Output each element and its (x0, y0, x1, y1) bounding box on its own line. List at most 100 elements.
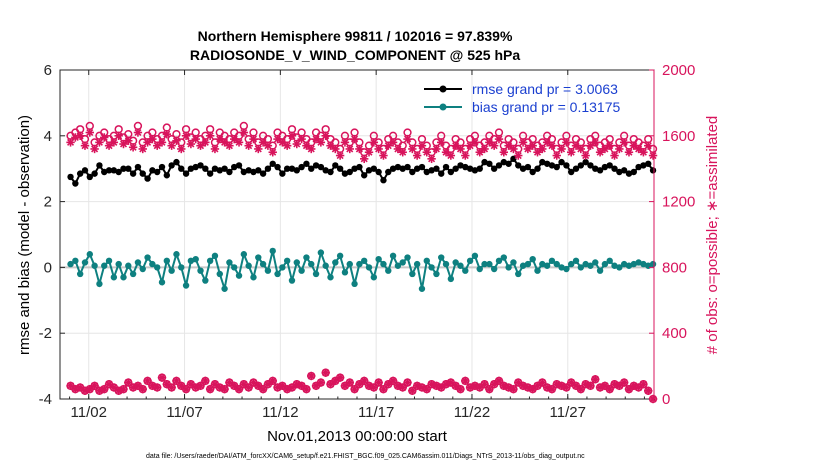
bias-point (158, 279, 166, 286)
obs-assimilated-point (619, 138, 629, 147)
asterisk-stroke (413, 382, 421, 390)
rmse-point (86, 173, 93, 181)
asterisk-stroke (134, 382, 142, 390)
rmse-point (298, 163, 305, 171)
asterisk-stroke (331, 377, 339, 385)
rmse-point (375, 168, 382, 176)
obs-assimilated-point (441, 379, 451, 389)
obs-assimilated-point (591, 138, 600, 147)
bias-point (380, 260, 387, 268)
obs-assimilated-point (591, 375, 600, 384)
bias-point (192, 255, 199, 263)
asterisk-stroke (254, 382, 262, 390)
rmse-point (226, 168, 233, 176)
rmse-point (548, 162, 556, 169)
obs-assimilated-point (359, 154, 369, 164)
obs-assimilated-point (644, 141, 653, 150)
asterisk-stroke (216, 135, 224, 143)
x-tick-label: 11/22 (454, 404, 490, 421)
asterisk-stroke (384, 142, 392, 150)
obs-assimilated-point (316, 138, 326, 147)
bias-point (202, 277, 209, 284)
y-tick-label-left: 0 (44, 259, 52, 276)
obs-assimilated-point (321, 368, 330, 377)
obs-assimilated-point (398, 148, 407, 157)
obs-assimilated-point (648, 151, 658, 160)
obs-assimilated-point (244, 383, 253, 392)
asterisk-stroke (384, 380, 392, 388)
asterisk-stroke (509, 145, 517, 153)
asterisk-stroke (620, 379, 628, 387)
obs-assimilated-point (244, 141, 253, 150)
asterisk-stroke (326, 380, 335, 388)
rmse-point (553, 163, 560, 171)
obs-assimilated-point (234, 138, 244, 147)
obs-assimilated-point (254, 144, 263, 154)
rmse-point (630, 168, 637, 176)
asterisk-stroke (341, 138, 349, 146)
rmse-point (153, 168, 161, 176)
asterisk-stroke (370, 138, 378, 146)
asterisk-stroke (317, 379, 325, 387)
rmse-point (356, 163, 363, 171)
rmse-point (539, 158, 546, 166)
asterisk-stroke (264, 380, 272, 388)
asterisk-stroke (490, 142, 498, 150)
rmse-point (370, 165, 378, 172)
rmse-point (380, 177, 387, 184)
asterisk-stroke (351, 135, 359, 143)
obs-assimilated-point (133, 381, 143, 391)
rmse-point (568, 168, 575, 176)
obs-assimilated-point (639, 148, 648, 157)
asterisk-stroke (293, 380, 301, 388)
bias-point (274, 270, 281, 278)
rmse-point (67, 173, 74, 181)
bias-point (231, 264, 238, 271)
obs-assimilated-point (80, 141, 90, 150)
asterisk-stroke (456, 385, 465, 393)
rmse-point (72, 180, 79, 187)
obs-assimilated-point (398, 383, 407, 392)
obs-assimilated-point (225, 141, 234, 150)
rmse-point (515, 162, 522, 169)
obs-assimilated-point (239, 379, 249, 389)
bias-point (505, 264, 512, 271)
asterisk-stroke (558, 145, 566, 153)
asterisk-stroke (601, 145, 609, 153)
bias-point (394, 262, 402, 269)
obs-assimilated-point (326, 379, 335, 389)
asterisk-stroke (269, 377, 277, 385)
obs-assimilated-point (104, 379, 114, 389)
obs-assimilated-point (215, 383, 224, 392)
bias-point (303, 254, 310, 261)
asterisk-stroke (240, 380, 248, 388)
asterisk-stroke (139, 145, 147, 153)
bias-point (471, 252, 479, 260)
bias-point (616, 264, 623, 271)
obs-assimilated-point (567, 148, 576, 157)
rmse-point (616, 168, 623, 176)
rmse-point (144, 175, 151, 182)
series-1 (67, 247, 657, 292)
bias-point (211, 252, 219, 260)
obs-assimilated-point (610, 151, 619, 160)
bias-point (515, 270, 522, 278)
asterisk-stroke (519, 138, 527, 146)
rmse-point (101, 168, 108, 176)
obs-assimilated-point (278, 138, 287, 147)
asterisk-stroke (524, 145, 532, 153)
obs-assimilated-point (639, 379, 648, 389)
asterisk-stroke (201, 138, 209, 146)
asterisk-stroke (355, 145, 363, 153)
asterisk-stroke (76, 132, 84, 140)
obs-possible-point (321, 125, 330, 134)
asterisk-stroke (577, 145, 585, 153)
rmse-point (596, 167, 604, 174)
obs-assimilated-point (518, 138, 528, 147)
rmse-point (577, 162, 585, 169)
asterisk-stroke (225, 379, 233, 387)
bias-point (168, 267, 175, 274)
bias-point (649, 260, 657, 268)
obs-assimilated-point (374, 378, 383, 387)
bias-point (606, 257, 613, 265)
